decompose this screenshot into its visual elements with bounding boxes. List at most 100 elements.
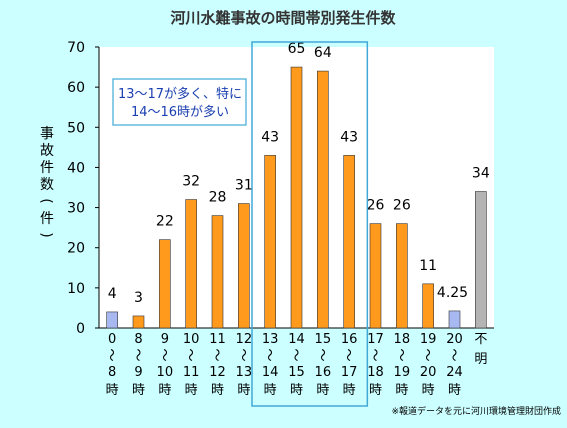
x-tick-label-part: 20 [420,365,437,380]
data-label: 4 [108,286,117,302]
x-tick-label-part: 10 [157,365,174,380]
x-tick-label-part: 〜 [156,348,171,361]
x-tick-label-part: 8 [134,332,142,347]
x-tick-label-part: 時 [395,383,408,398]
x-tick-label-part: 〜 [419,348,434,361]
x-tick-label-part: 15 [315,332,332,347]
x-tick-label-part: 時 [158,383,171,398]
x-tick-label: 13〜 14 時 [261,332,278,398]
x-tick-label-part: 〜 [261,348,276,361]
bar [132,315,145,329]
x-tick-label-part: 〜 [288,348,303,361]
x-tick-label: 14〜 15 時 [288,332,305,398]
bar [106,311,118,329]
data-label: 31 [235,178,253,194]
x-tick-label-part: 不 [474,332,487,347]
data-label: 26 [393,198,411,214]
x-tick-label-part: 16 [341,332,358,347]
x-tick-label-part: 時 [264,383,277,398]
y-tick-label: 50 [67,120,85,136]
x-tick-label-part: 明 [474,352,487,367]
data-label: 34 [472,166,490,182]
data-label: 22 [156,214,174,230]
data-label: 26 [367,198,385,214]
x-tick-label-part: 14 [262,365,279,380]
x-tick-label-part: 時 [211,383,224,398]
x-tick-label-part: 〜 [103,348,118,361]
x-tick-label-part: 8 [108,365,116,380]
x-tick-label-part: 〜 [446,348,461,361]
x-tick-label-part: 12 [209,365,226,380]
annotation-note-line-1: 13～17が多く、特に [118,86,242,102]
y-tick-label: 40 [67,160,85,176]
x-tick-label-part: 時 [290,383,303,398]
x-tick-label-part: 14 [288,332,305,347]
bar [238,203,250,329]
x-tick-label: 17〜 18 時 [367,332,384,398]
bar [290,66,303,329]
y-tick-label: 60 [67,80,85,96]
data-label: 4.25 [437,285,468,301]
x-tick-label-part: 10 [183,332,200,347]
x-tick-label: 18〜 19 時 [393,332,410,398]
y-tick-label: 10 [67,281,85,297]
x-tick-label: 20〜 24 時 [446,332,463,398]
bar [343,155,355,329]
x-tick-label-part: 18 [367,365,384,380]
y-tick-label: 0 [76,321,85,337]
x-tick-label: 12〜 13 時 [235,332,252,398]
data-label: 64 [314,45,332,61]
x-tick-label-part: 13 [262,332,279,347]
x-tick-label: 15〜 16 時 [314,332,331,398]
x-tick-label: 19〜 20 時 [419,332,436,398]
annotation-note: 13～17が多く、特に 14～16時が多い [112,78,247,126]
x-tick-label-part: 17 [341,365,358,380]
x-tick-label-part: 〜 [209,348,224,361]
x-tick-label-part: 19 [420,332,437,347]
x-tick-label-part: 時 [422,383,435,398]
x-tick-label: 11〜 12 時 [209,332,226,398]
x-tick-label: 16〜 17 時 [340,332,357,398]
y-tick-label: 20 [67,241,85,257]
data-label: 28 [209,190,227,206]
annotation-note-line-2: 14～16時が多い [131,104,229,120]
x-tick-label-part: 20 [446,332,463,347]
x-tick-label-part: 時 [343,383,356,398]
x-tick-label-part: 時 [132,383,145,398]
y-axis-label-char: 件 [40,211,54,227]
x-tick-label-part: 時 [369,383,382,398]
bar [185,199,197,329]
y-axis-label-char: 事 [40,126,54,142]
y-axis-label-char: 故 [40,143,54,159]
chart-title: 河川水難事故の時間帯別発生件数 [170,9,396,27]
y-axis-label-char: 件 [40,160,54,176]
x-tick-label-part: 〜 [182,348,197,361]
x-tick-label-part: 〜 [340,348,355,361]
y-tick-label: 30 [67,201,85,217]
annotation-note-box [112,78,247,126]
x-tick-label-part: 13 [236,365,253,380]
x-tick-label-part: 〜 [314,348,329,361]
bar [211,215,224,329]
bar [475,191,487,329]
x-tick-label: 0〜 8 時 [103,332,119,398]
x-tick-label-part: 16 [315,365,332,380]
x-tick-label-part: 15 [288,365,305,380]
x-tick-label-part: 時 [237,383,250,398]
data-label: 43 [261,129,279,145]
bars [106,66,487,329]
x-axis-labels: 0〜8時8〜9時9〜10時10〜11時11〜12時12〜13時13〜14時14〜… [103,332,487,398]
x-tick-label: 8〜 9 時 [130,332,146,398]
data-label: 11 [419,258,437,274]
y-axis-label-char: ) [38,232,54,237]
bar [369,223,382,329]
x-tick-label-part: 時 [106,383,119,398]
highlight-box [251,41,369,407]
bar [317,70,329,329]
data-label: 65 [288,41,306,57]
x-tick-label-part: 時 [448,383,461,398]
bar [264,155,276,329]
x-tick-label-part: 〜 [393,348,408,361]
